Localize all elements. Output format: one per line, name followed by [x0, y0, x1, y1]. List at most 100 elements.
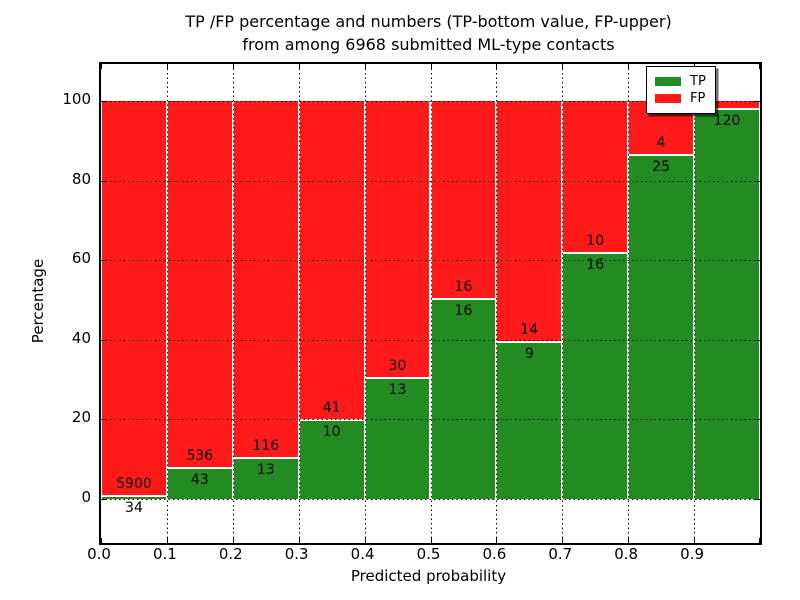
y-tick-mark: [755, 339, 760, 341]
x-tick-mark: [364, 64, 366, 69]
chart-title-line2: from among 6968 submitted ML-type contac…: [242, 35, 615, 54]
y-tick-mark: [101, 339, 106, 341]
chart-title: TP /FP percentage and numbers (TP-bottom…: [99, 10, 758, 56]
fp-count-label: 10: [586, 233, 605, 249]
bar-fp-segment: [497, 100, 562, 344]
y-tick-mark: [101, 100, 106, 102]
fp-count-label: 16: [454, 278, 473, 295]
fp-count-label: 536: [186, 448, 214, 465]
tp-count-label: 16: [586, 257, 605, 273]
tp-count-label: 9: [524, 346, 534, 363]
chart-title-line1: TP /FP percentage and numbers (TP-bottom…: [185, 12, 672, 31]
y-axis-label-text: Percentage: [29, 258, 47, 344]
legend-label-tp: TP: [690, 74, 706, 89]
fp-count-label: 30: [388, 357, 407, 374]
y-tick-mark: [101, 260, 106, 262]
tp-count-label: 16: [454, 302, 473, 319]
bar-tp-segment: [167, 469, 232, 499]
tp-count-label: 25: [652, 158, 671, 175]
y-tick-mark: [755, 180, 760, 182]
y-tick-mark: [101, 180, 106, 182]
tp-count-label: 13: [388, 381, 407, 398]
legend-swatch-fp: [655, 94, 681, 103]
v-gridline: [496, 64, 498, 543]
x-tick-mark: [694, 538, 696, 543]
y-tick-mark: [101, 498, 106, 500]
x-tick-mark: [628, 538, 630, 543]
x-axis-label: Predicted probability: [350, 567, 507, 585]
x-tick-label: 0.3: [284, 545, 309, 563]
tp-count-label: 43: [190, 472, 209, 489]
legend-swatch-tp: [655, 77, 681, 86]
fp-count-label: 14: [520, 322, 539, 339]
x-tick-mark: [496, 64, 498, 69]
x-tick-mark: [166, 538, 168, 543]
fp-count-label: 116: [252, 437, 280, 454]
x-tick-mark: [101, 538, 102, 543]
y-tick-mark: [755, 419, 760, 421]
tp-count-label: 34: [125, 499, 143, 516]
legend: TP FP: [646, 66, 716, 114]
fp-count-label: 41: [322, 399, 341, 416]
x-tick-mark: [364, 538, 366, 543]
x-tick-mark: [496, 538, 498, 543]
v-gridline: [298, 64, 300, 543]
bar-tp-segment: [695, 110, 759, 499]
y-tick-label: 60: [71, 249, 91, 268]
fp-count-label: 5900: [116, 475, 152, 492]
y-tick-label: 40: [71, 328, 91, 347]
x-tick-mark: [628, 64, 630, 69]
x-tick-label: 0.8: [614, 545, 639, 563]
y-tick-label: 100: [62, 89, 91, 108]
x-tick-label: 0.5: [416, 545, 441, 563]
bar-tp-segment: [102, 496, 166, 499]
x-tick-mark: [759, 64, 760, 69]
x-tick-mark: [759, 538, 760, 543]
x-tick-label: 0.9: [680, 545, 705, 563]
bar-fp-segment: [431, 100, 496, 300]
legend-item-fp: FP: [655, 90, 715, 107]
x-tick-mark: [232, 538, 234, 543]
x-tick-mark: [562, 538, 564, 543]
bar-fp-segment: [563, 100, 628, 254]
v-gridline: [430, 64, 432, 543]
tp-count-label: 10: [322, 423, 341, 440]
bar-tp-segment: [233, 458, 298, 499]
bar-fp-segment: [102, 100, 166, 497]
x-tick-label: 0.6: [482, 545, 507, 563]
tp-count-label: 13: [256, 461, 275, 478]
y-tick-mark: [101, 419, 106, 421]
x-tick-mark: [298, 64, 300, 69]
v-gridline: [562, 64, 564, 543]
y-tick-label: 80: [71, 169, 91, 188]
bar-fp-segment: [167, 100, 232, 470]
x-tick-mark: [298, 538, 300, 543]
v-gridline: [232, 64, 234, 543]
bar-tp-segment: [365, 378, 430, 499]
bar-tp-segment: [497, 343, 562, 499]
v-gridline: [364, 64, 366, 543]
plot-area: 5900 34 536 43 116 13 41 10 30 13 16 16 14 9 10 16 4 25 12…: [99, 62, 762, 545]
v-gridline: [166, 64, 168, 543]
x-tick-mark: [232, 64, 234, 69]
bar-tp-segment: [629, 155, 694, 499]
x-tick-mark: [166, 64, 168, 69]
bar-fp-segment: [365, 100, 430, 379]
v-gridline: [628, 64, 630, 543]
x-tick-mark: [101, 64, 102, 69]
y-tick-mark: [755, 498, 760, 500]
bar-tp-segment: [431, 299, 496, 499]
bar-tp-segment: [563, 254, 628, 499]
y-tick-label: 20: [71, 408, 91, 427]
legend-label-fp: FP: [690, 91, 706, 106]
y-tick-mark: [755, 100, 760, 102]
x-tick-mark: [430, 64, 432, 69]
legend-item-tp: TP: [655, 73, 715, 90]
x-tick-label: 0.2: [218, 545, 243, 563]
y-tick-mark: [755, 260, 760, 262]
v-gridline: [694, 64, 696, 543]
x-tick-label: 0.1: [152, 545, 177, 563]
x-tick-label: 0.4: [350, 545, 375, 563]
x-tick-label: 0.7: [548, 545, 573, 563]
